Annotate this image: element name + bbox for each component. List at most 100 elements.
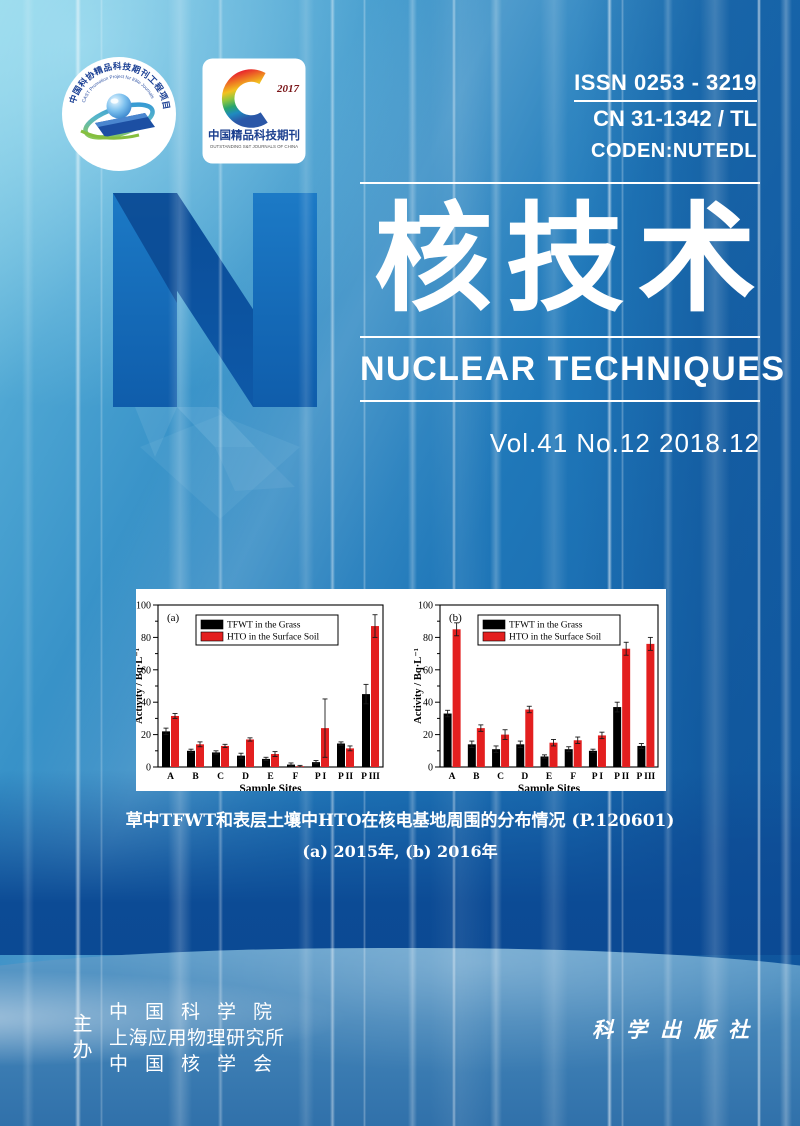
title-block: 核技术 NUCLEAR TECHNIQUES Vol.41 No.12 2018… <box>360 182 786 459</box>
bar <box>540 756 549 767</box>
cast-logo-sphere-highlight <box>110 98 119 104</box>
figure-panel: 0 20 40 60 80 100 A B C D E F P I P II P III Sample Sit… <box>134 589 666 795</box>
cast-logo-sphere <box>106 93 132 119</box>
cn-code: CN 31-1342 / TL <box>593 106 757 131</box>
bar <box>613 707 622 767</box>
legend-swatch <box>200 619 224 630</box>
n-reflection <box>135 407 177 457</box>
n-bevel-facet <box>113 193 177 303</box>
sponsor-cns: 中国核学会 <box>109 1054 290 1075</box>
journal-title-chinese: 核技术 <box>374 194 771 326</box>
bar <box>271 754 279 767</box>
bar <box>476 728 485 767</box>
bar <box>371 626 379 767</box>
bar <box>525 709 534 767</box>
x-category-label: P II <box>338 772 353 782</box>
award-logo-title: 中国精品科技期刊 <box>208 128 300 142</box>
x-category-label: P I <box>592 772 604 782</box>
panel-label: (b) <box>449 612 462 624</box>
bottom-navy-band <box>0 770 800 955</box>
sponsor-block: 主办 中国科学院 上海应用物理研究所 中国核学会 <box>66 1000 289 1078</box>
y-tick-label: 60 <box>423 665 433 676</box>
title-rule-middle <box>360 336 760 338</box>
legend-label: HTO in the Surface Soil <box>227 632 320 643</box>
title-rule-bottom <box>360 400 760 402</box>
bar <box>549 742 558 767</box>
legend-swatch <box>482 619 506 630</box>
y-axis-title: Activity / Bq·L⁻¹ <box>136 648 145 724</box>
bar <box>564 749 573 767</box>
bar <box>622 648 631 767</box>
cast-logo-book-top <box>95 113 148 127</box>
bar <box>492 749 501 767</box>
x-category-label: A <box>449 772 456 782</box>
figure-caption-line1: 草中TFWT和表层土壤中HTO在核电基地周围的分布情况 (P.120601) <box>125 811 675 831</box>
bar <box>246 739 254 767</box>
bar <box>646 643 655 767</box>
x-axis-title: Sample Sites <box>239 783 302 791</box>
letter-n-graphic <box>113 193 317 519</box>
bar <box>162 731 170 767</box>
y-axis-title: Activity / Bq·L⁻¹ <box>413 648 424 724</box>
legend-label: TFWT in the Grass <box>509 621 583 631</box>
cast-logo-book <box>95 113 155 137</box>
bar <box>588 750 597 767</box>
light-streak <box>22 0 34 1126</box>
bar <box>452 629 461 767</box>
x-category-label: C <box>497 772 504 782</box>
n-reflection <box>140 415 300 519</box>
x-category-label: P I <box>315 772 327 782</box>
bottom-horizon-curve <box>0 948 800 1126</box>
y-tick-label: 0 <box>428 763 433 774</box>
bar-charts: 0 20 40 60 80 100 A B C D E F P I P II P III Sample Sit… <box>134 601 659 795</box>
issn-code: ISSN 0253 - 3219 <box>574 70 757 102</box>
light-streak <box>780 0 792 1126</box>
y-tick-label: 40 <box>423 698 433 709</box>
title-rule-top <box>360 182 760 184</box>
bar <box>346 748 354 767</box>
y-tick-label: 100 <box>418 601 433 612</box>
bar <box>443 713 452 767</box>
bar <box>637 745 646 767</box>
publisher-science-press: 科学出版社 <box>592 1017 762 1042</box>
n-right-bar <box>253 193 317 407</box>
bar <box>467 744 476 767</box>
masthead-codes: ISSN 0253 - 3219 CN 31-1342 / TL CODEN:N… <box>574 70 757 163</box>
x-category-label: D <box>242 772 249 782</box>
legend-swatch <box>482 631 506 642</box>
y-tick-label: 80 <box>423 633 433 644</box>
bar <box>362 694 370 767</box>
figure-caption-line2: (a) 2015年, (b) 2016年 <box>302 842 498 861</box>
bar <box>516 744 525 767</box>
bar <box>501 734 510 767</box>
sponsor-cas: 中国科学院 <box>109 1002 290 1023</box>
x-axis-title: Sample Sites <box>518 783 581 791</box>
award-logo-subtitle: OUTSTANDING S&T JOURNALS OF CHINA <box>210 144 298 149</box>
y-tick-label: 20 <box>423 730 433 741</box>
x-category-label: A <box>167 772 174 782</box>
x-category-label: P III <box>637 772 656 782</box>
volume-issue-date: Vol.41 No.12 2018.12 <box>489 428 760 458</box>
x-category-label: P III <box>361 772 380 782</box>
sponsor-sinap: 上海应用物理研究所 <box>109 1028 285 1049</box>
bar <box>171 715 179 767</box>
cast-logo-ribbon <box>80 129 140 140</box>
bar <box>262 758 270 767</box>
bar <box>337 743 345 767</box>
award-logo-year: 2017 <box>276 83 300 95</box>
x-category-label: F <box>570 772 576 782</box>
bar <box>573 740 582 767</box>
x-category-label: B <box>192 772 199 782</box>
y-tick-label: 40 <box>141 698 151 709</box>
x-category-label: P II <box>614 772 629 782</box>
figure-caption: 草中TFWT和表层土壤中HTO在核电基地周围的分布情况 (P.120601) (… <box>0 806 800 862</box>
y-tick-label: 100 <box>136 601 151 612</box>
x-category-label: C <box>217 772 224 782</box>
award-2017-logo: 2017 中国精品科技期刊 OUTSTANDING S&T JOURNALS O… <box>202 58 306 164</box>
journal-title-english: NUCLEAR TECHNIQUES <box>360 350 786 388</box>
coden-code: CODEN:NUTEDL <box>591 140 757 162</box>
y-tick-label: 80 <box>141 633 151 644</box>
bar <box>212 752 220 767</box>
legend-swatch <box>200 631 224 642</box>
